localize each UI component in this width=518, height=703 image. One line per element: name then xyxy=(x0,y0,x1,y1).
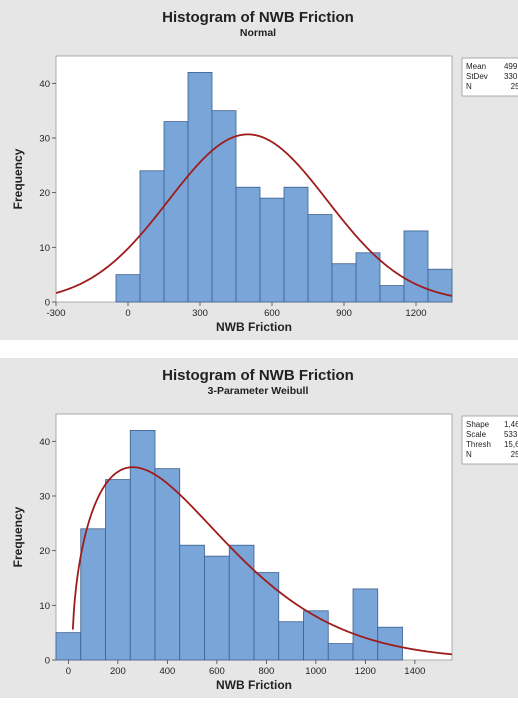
histogram-bar xyxy=(327,643,354,661)
stat-label: StDev xyxy=(466,72,488,81)
x-tick-label: 800 xyxy=(258,666,274,677)
histogram-bar xyxy=(283,186,309,303)
histogram-bar xyxy=(163,121,189,303)
x-tick-label: 1200 xyxy=(355,666,376,677)
histogram-bar xyxy=(115,274,141,303)
histogram-bar xyxy=(80,528,106,661)
chart-title: Histogram of NWB Friction xyxy=(162,9,354,26)
histogram-bar xyxy=(129,430,156,661)
x-tick-label: 0 xyxy=(125,308,130,319)
histogram-bar xyxy=(259,197,285,303)
y-tick-label: 40 xyxy=(39,437,50,448)
stat-label: Shape xyxy=(466,420,490,429)
x-tick-label: 600 xyxy=(264,308,280,319)
histogram-bar xyxy=(228,544,255,661)
weibull-histogram-panel: Histogram of NWB Friction 3-Parameter Wei… xyxy=(0,358,518,698)
stat-label: Mean xyxy=(466,62,486,71)
histogram-bar xyxy=(105,479,131,661)
stat-label: Thresh xyxy=(466,440,491,449)
y-tick-label: 20 xyxy=(39,188,50,199)
histogram-bar xyxy=(187,72,213,303)
histogram-bar xyxy=(179,544,205,661)
stat-value: 1,467 xyxy=(504,420,518,429)
y-tick-label: 40 xyxy=(39,79,50,90)
x-tick-label: 300 xyxy=(192,308,208,319)
histogram-bar xyxy=(278,621,304,661)
chart-title: Histogram of NWB Friction xyxy=(162,367,354,384)
y-tick-label: 30 xyxy=(39,134,50,145)
stat-label: Scale xyxy=(466,430,487,439)
x-tick-label: 400 xyxy=(159,666,175,677)
chart-subtitle: Normal xyxy=(240,27,276,39)
x-tick-label: 600 xyxy=(209,666,225,677)
y-tick-label: 0 xyxy=(45,298,50,309)
stat-value: 499,4 xyxy=(504,62,518,71)
x-tick-label: 1400 xyxy=(404,666,425,677)
histogram-bar xyxy=(303,610,329,661)
histogram-bar xyxy=(55,632,82,661)
histogram-bar xyxy=(253,572,280,661)
histogram-bar xyxy=(379,285,405,303)
chart-subtitle: 3-Parameter Weibull xyxy=(208,385,309,397)
x-tick-label: 200 xyxy=(110,666,126,677)
stat-value: 254 xyxy=(511,450,518,459)
y-tick-label: 10 xyxy=(39,243,50,254)
histogram-bar xyxy=(331,263,357,303)
y-axis-label: Frequency xyxy=(11,148,25,209)
normal-histogram-panel: Histogram of NWB Friction Normal 0 10 20 30 40… xyxy=(0,0,518,340)
histogram-bar xyxy=(377,626,403,661)
x-tick-label: 1200 xyxy=(405,308,426,319)
x-axis-label: NWB Friction xyxy=(216,320,292,334)
y-tick-label: 30 xyxy=(39,492,50,503)
histogram-bar xyxy=(403,230,429,303)
histogram-bar xyxy=(427,268,453,303)
y-tick-label: 10 xyxy=(39,601,50,612)
histogram-bar xyxy=(139,170,165,303)
histogram-bar xyxy=(307,214,333,303)
stats-legend-box xyxy=(461,57,518,97)
x-tick-label: 1000 xyxy=(305,666,326,677)
histogram-bar xyxy=(204,555,230,661)
histogram-bar xyxy=(211,110,237,303)
stat-value: 15,62 xyxy=(504,440,518,449)
stats-legend-box xyxy=(461,415,518,465)
histogram-bar xyxy=(235,186,261,303)
stat-label: N xyxy=(466,82,472,91)
y-axis-label: Frequency xyxy=(11,506,25,567)
fitted-distribution-curve xyxy=(55,133,453,297)
stat-value: 533,8 xyxy=(504,430,518,439)
y-tick-label: 20 xyxy=(39,546,50,557)
histogram-bar xyxy=(352,588,379,661)
x-tick-label: 0 xyxy=(66,666,71,677)
x-tick-label: -300 xyxy=(46,308,65,319)
fitted-distribution-curve xyxy=(71,466,453,656)
stat-label: N xyxy=(466,450,472,459)
histogram-bar xyxy=(154,468,181,661)
stat-value: 254 xyxy=(511,82,518,91)
histogram-bar xyxy=(355,252,381,303)
y-tick-label: 0 xyxy=(45,656,50,667)
x-tick-label: 900 xyxy=(336,308,352,319)
x-axis-label: NWB Friction xyxy=(216,678,292,692)
stat-value: 330,5 xyxy=(504,72,518,81)
